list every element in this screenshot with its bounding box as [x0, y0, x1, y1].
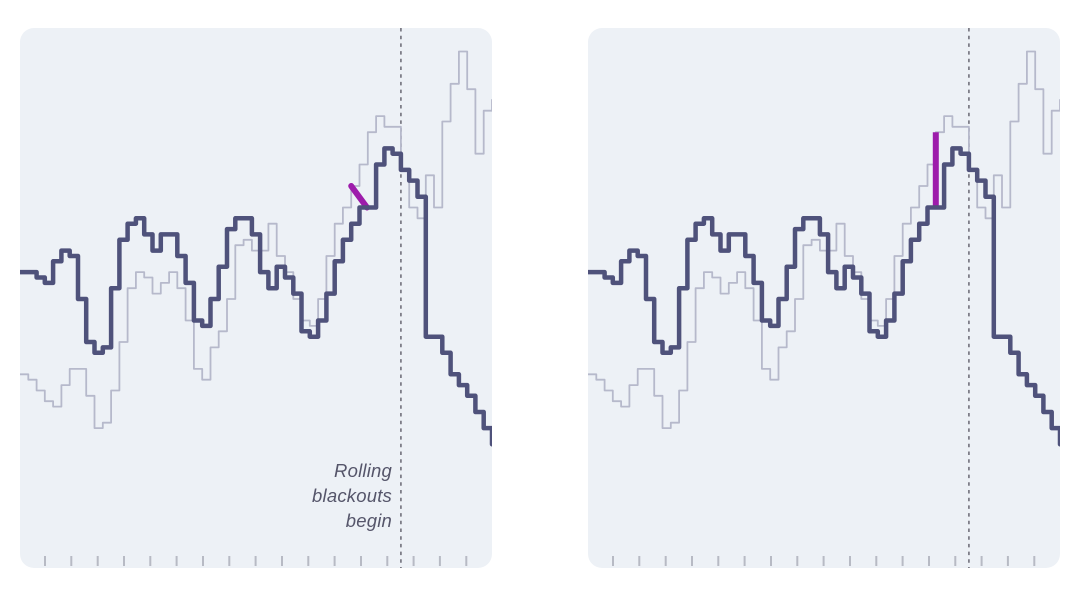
step-chart-left: [20, 28, 492, 568]
chart-panel-left: Rolling blackouts begin: [20, 28, 492, 568]
annotation-line-1: Rolling: [334, 460, 392, 481]
difference-highlight-diagonal: [348, 183, 370, 211]
forecast-step-line: [588, 50, 1060, 429]
actual-step-line: [20, 146, 492, 447]
annotation-line-3: begin: [345, 510, 392, 531]
event-annotation: Rolling blackouts begin: [312, 458, 392, 533]
chart-panel-right: [588, 28, 1060, 568]
actual-step-line: [588, 146, 1060, 447]
annotation-line-2: blackouts: [312, 485, 392, 506]
forecast-step-line: [20, 50, 492, 429]
step-chart-right: [588, 28, 1060, 568]
